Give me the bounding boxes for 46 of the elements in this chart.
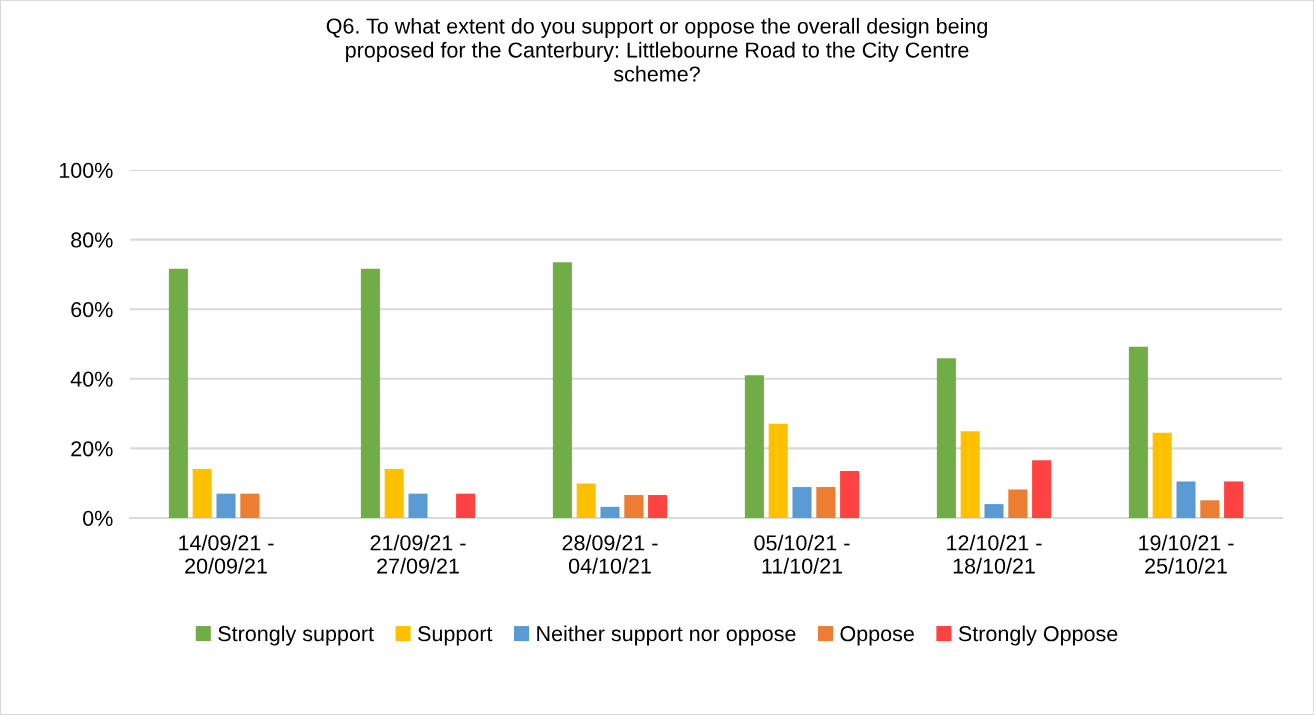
bar [1224, 481, 1244, 518]
legend-label: Support [418, 626, 493, 646]
chart-title: Q6. To what extent do you support or oppose the overall design being proposed for the Canterbury: Littlebourne Road to the City Centre scheme? [326, 17, 987, 82]
legend-label: Neither support nor oppose [537, 625, 796, 646]
y-tick-label: 60% [71, 301, 113, 318]
bar [240, 493, 260, 518]
bar [168, 268, 188, 518]
y-tick-label: 0% [83, 510, 113, 527]
y-tick-label: 40% [70, 371, 113, 387]
bar [792, 487, 812, 518]
bar [192, 468, 212, 518]
y-tick-label: 20% [71, 441, 113, 457]
bar [456, 493, 476, 518]
bar [936, 358, 956, 518]
bar [552, 262, 572, 518]
legend-label: Strongly Oppose [958, 625, 1118, 646]
bar [960, 431, 980, 518]
bar [576, 483, 596, 518]
bar [408, 493, 428, 518]
bar [360, 268, 380, 518]
bar [600, 506, 620, 518]
bar [384, 468, 404, 518]
x-tick-label: 12/10/21 - 18/10/21 [947, 534, 1042, 574]
bar [1200, 500, 1220, 518]
x-tick-label: 28/09/21 - 04/10/21 [562, 534, 658, 574]
bar [216, 493, 236, 518]
bar [768, 423, 788, 518]
bar [1152, 432, 1172, 518]
bar [816, 487, 836, 518]
bar [624, 495, 644, 518]
legend-label: Strongly support [218, 625, 374, 646]
x-tick-label: 19/10/21 - 25/10/21 [1139, 534, 1234, 574]
bar [648, 495, 668, 518]
bar [1176, 481, 1196, 518]
y-tick-label: 100% [59, 162, 113, 179]
bar [1032, 460, 1052, 518]
x-tick-label: 05/10/21 - 11/10/21 [754, 534, 850, 574]
bar [984, 504, 1004, 518]
bar [1008, 489, 1028, 518]
bar [1128, 346, 1148, 518]
bar [744, 375, 764, 518]
y-tick-label: 80% [71, 232, 113, 248]
x-tick-label: 21/09/21 - 27/09/21 [370, 534, 466, 574]
bar [840, 471, 860, 518]
x-tick-label: 14/09/21 - 20/09/21 [179, 534, 274, 574]
legend-label: Oppose [840, 626, 914, 646]
